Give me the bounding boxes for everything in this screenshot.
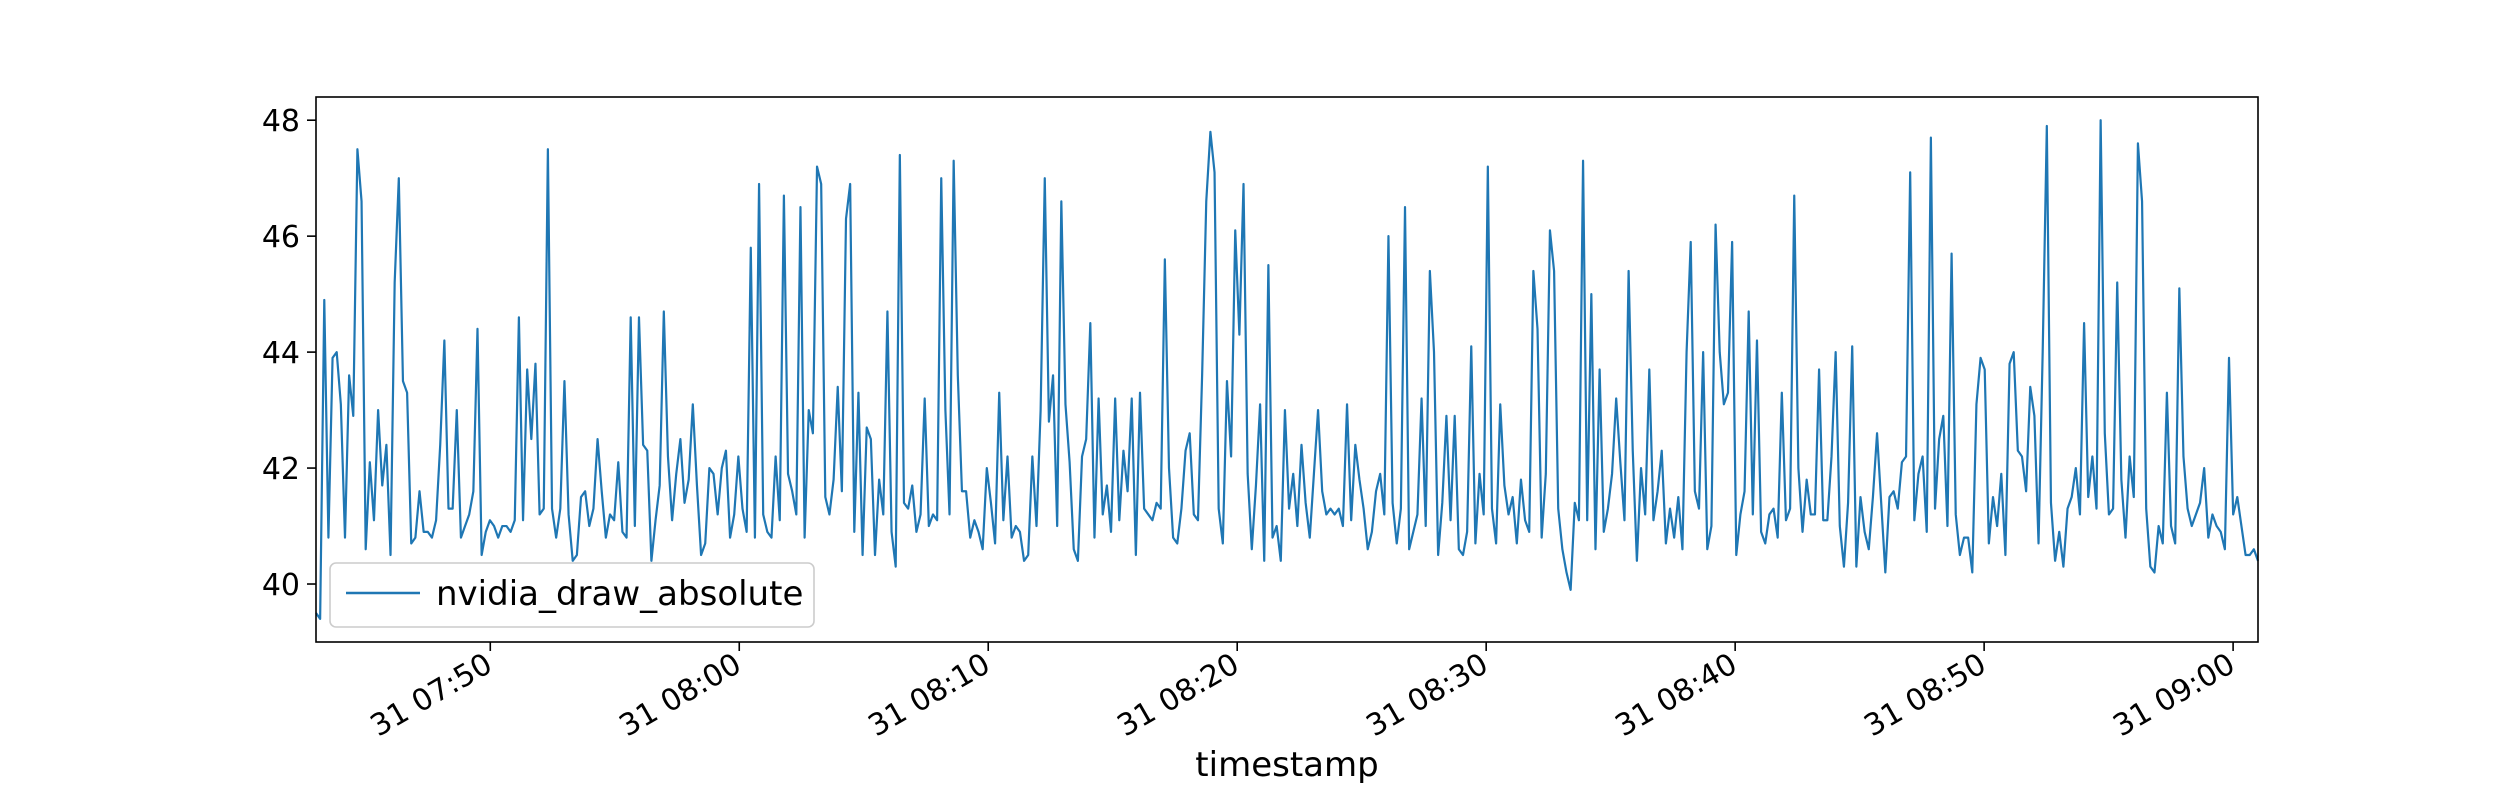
legend: nvidia_draw_absolute [329,562,815,628]
y-tick-label: 42 [262,452,300,487]
series-line-0 [315,119,2260,620]
plot-frame [315,96,2259,643]
y-tick-label: 40 [262,568,300,603]
y-tick-label: 44 [262,336,300,371]
y-tick-label: 48 [262,104,300,139]
legend-box [329,562,815,628]
legend-label: nvidia_draw_absolute [436,574,803,614]
y-tick-label: 46 [262,220,300,255]
x-axis-title: timestamp [1195,745,1378,785]
y-axis: 40 42 44 46 48 [262,104,316,603]
plot-area [315,119,2260,620]
